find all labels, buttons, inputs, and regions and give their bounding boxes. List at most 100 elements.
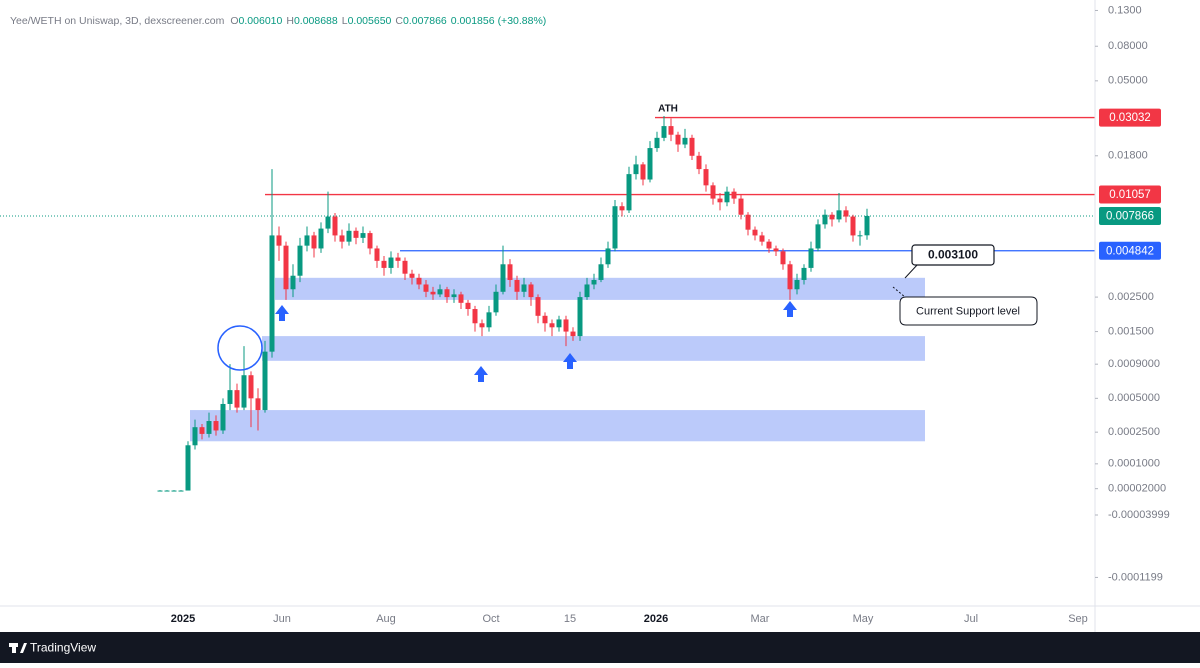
candle-body — [689, 137, 695, 156]
candle-body — [241, 375, 247, 408]
price-label: 0.03032 — [1109, 112, 1151, 124]
x-tick-label: 15 — [564, 613, 576, 625]
x-tick-label: Mar — [751, 613, 770, 625]
candle-body — [787, 264, 793, 290]
x-tick-label: Aug — [376, 613, 396, 625]
y-tick-label: 0.05000 — [1108, 75, 1148, 87]
candle-body — [409, 273, 415, 278]
candle-body — [843, 210, 849, 217]
candle-body — [395, 257, 401, 261]
legend-key: H — [286, 15, 294, 27]
candle-body — [661, 126, 667, 138]
ath-label: ATH — [658, 104, 678, 115]
note-pointer — [892, 286, 906, 298]
candle-body — [794, 279, 800, 290]
candle-body — [738, 198, 744, 215]
candle-body — [360, 233, 366, 238]
candle-body — [164, 490, 170, 492]
candle-body — [822, 214, 828, 225]
candle-body — [318, 228, 324, 249]
up-arrow — [783, 301, 797, 317]
y-tick-label: 0.08000 — [1108, 40, 1148, 52]
y-tick-label: 0.0001000 — [1108, 458, 1160, 470]
candle-body — [815, 224, 821, 249]
change-value: 0.001856 — [451, 15, 495, 27]
candle-body — [857, 235, 863, 237]
candle-body — [234, 390, 240, 408]
support-zone — [190, 410, 925, 442]
candle-body — [220, 403, 226, 431]
candle-body — [759, 235, 765, 242]
callout-price: 0.003100 — [928, 248, 978, 262]
candle-body — [493, 291, 499, 313]
candle-body — [388, 257, 394, 268]
candle-body — [731, 191, 737, 199]
candle-body — [563, 319, 569, 332]
y-tick-label: -0.0001199 — [1108, 571, 1163, 583]
candle-body — [353, 230, 359, 238]
x-tick-label: 2025 — [171, 613, 195, 625]
y-tick-label: 0.0009000 — [1108, 358, 1160, 370]
candle-body — [745, 214, 751, 230]
legend-value: 0.006010 — [239, 15, 283, 27]
legend-value: 0.008688 — [294, 15, 338, 27]
candle-body — [171, 490, 177, 492]
candle-body — [591, 279, 597, 285]
price-label: 0.01057 — [1109, 189, 1151, 201]
candle-body — [584, 284, 590, 298]
candle-body — [423, 284, 429, 292]
y-tick-label: 0.00002000 — [1108, 483, 1166, 495]
x-tick-label: Jul — [964, 613, 978, 625]
change-pct: (+30.88%) — [498, 15, 547, 27]
y-tick-label: 0.1300 — [1108, 4, 1142, 16]
logo-part — [12, 643, 16, 653]
header: Yee/WETH on Uniswap, 3D, dexscreener.com… — [10, 15, 546, 27]
candle-body — [521, 284, 527, 292]
candle-body — [808, 248, 814, 268]
candle-body — [752, 229, 758, 236]
candle-body — [206, 421, 212, 434]
candle-body — [451, 294, 457, 298]
price-label-bg — [1099, 185, 1161, 204]
candle-body — [654, 137, 660, 149]
axis: 0.1300 0.08000 0.05000 0.01800 0.002500 0.001… — [171, 4, 1170, 625]
candle-body — [430, 291, 436, 295]
candle-body — [227, 390, 233, 404]
candle-body — [311, 235, 317, 249]
candle-body — [339, 235, 345, 242]
callout-box — [911, 244, 995, 266]
candle-body — [535, 297, 541, 316]
x-tick-label: Sep — [1068, 613, 1088, 625]
candle-body — [304, 235, 310, 246]
support-zone — [275, 277, 925, 300]
candle-body — [325, 216, 331, 229]
candle-body — [255, 398, 261, 411]
candle-body — [346, 230, 352, 242]
candle-body — [458, 294, 464, 303]
callout-pointer — [904, 263, 919, 279]
up-arrow — [474, 366, 488, 382]
candle-body — [626, 174, 632, 211]
candles — [157, 115, 870, 492]
candle-body — [381, 260, 387, 268]
candle-body — [192, 427, 198, 446]
up-arrow — [275, 305, 289, 321]
candle-body — [178, 490, 184, 492]
y-tick-label: 0.001500 — [1108, 325, 1154, 337]
candle-body — [675, 134, 681, 145]
footer-text: TradingView — [30, 641, 96, 655]
candle-body — [640, 164, 646, 180]
legend-value: 0.005650 — [348, 15, 392, 27]
note-text: Current Support level — [916, 305, 1020, 317]
candle-body — [402, 260, 408, 274]
candle-body — [416, 277, 422, 285]
price-label-bg — [1099, 206, 1161, 225]
candle-body — [570, 331, 576, 337]
price-labels: 0.03032 0.01057 0.007866 0.004842 — [1099, 108, 1161, 260]
price-label-bg — [1099, 108, 1161, 127]
candle-body — [633, 164, 639, 175]
y-tick-label: 0.002500 — [1108, 291, 1154, 303]
